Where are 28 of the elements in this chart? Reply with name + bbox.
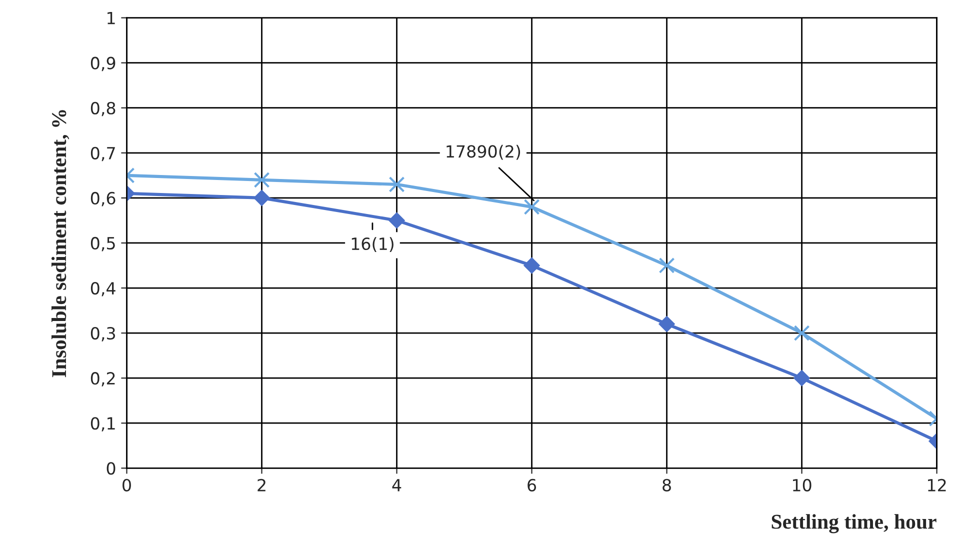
- point: [658, 316, 675, 332]
- y-tick-label: 0,6: [90, 192, 116, 206]
- x-tick-label: 8: [662, 478, 671, 492]
- point: [524, 257, 540, 274]
- point: [658, 258, 675, 274]
- x-tick-label: 4: [392, 479, 402, 492]
- y-tick-label: 0,2: [90, 372, 115, 386]
- y-tick-label: 0: [106, 462, 116, 475]
- series-label: 16(1): [352, 237, 394, 252]
- point: [388, 176, 405, 192]
- y-tick-label: 0,3: [90, 327, 115, 342]
- series-label: 17890(2): [446, 144, 520, 160]
- y-tick-label: 0,8: [90, 102, 116, 116]
- y-tick-label: 1: [108, 12, 115, 24]
- y-axis-title: Insoluble sediment content, %: [51, 110, 70, 378]
- y-tick-label: 0,4: [90, 282, 116, 296]
- y-tick-label: 0,1: [90, 417, 115, 432]
- x-tick-label: 12: [928, 478, 946, 492]
- point: [524, 198, 540, 215]
- x-tick-label: 10: [793, 478, 812, 492]
- y-tick-label: 0,7: [90, 146, 115, 162]
- x-tick-label: 2: [258, 478, 266, 492]
- x-axis-title: Settling time, hour: [772, 514, 936, 534]
- y-tick-label: 0,9: [90, 56, 116, 72]
- x-tick-label: 0: [122, 478, 131, 492]
- point: [388, 212, 405, 229]
- x-tick-label: 6: [528, 478, 536, 492]
- y-tick-label: 0,5: [90, 236, 115, 252]
